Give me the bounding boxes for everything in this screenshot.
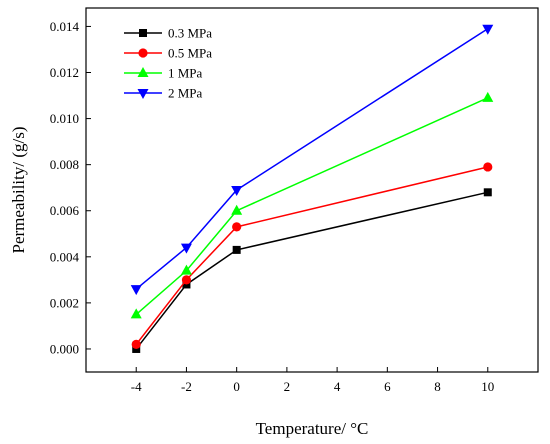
data-point-0-3-mpa [182,280,191,289]
x-tick-label: 6 [384,379,391,394]
y-tick-label: 0.008 [50,157,79,172]
x-tick-label: -4 [131,379,142,394]
y-tick-label: 0.004 [50,249,80,264]
y-axis-title: Permeability/ (g/s) [9,126,28,253]
series-layer [130,24,494,353]
data-point-2-mpa [180,243,192,254]
data-point-1-mpa [180,264,192,275]
legend-marker-1-mpa [137,67,149,77]
legend-label-2-mpa: 2 MPa [168,86,203,101]
x-tick-label: 2 [284,379,291,394]
legend-marker-2-mpa [137,89,149,99]
data-point-0-5-mpa [181,275,192,285]
series-line-0-3-mpa [135,191,488,350]
y-tick-label: 0.000 [50,341,79,356]
y-tick-label: 0.012 [50,65,79,80]
x-tick-label: 4 [334,379,341,394]
legend-label-0-3-mpa: 0.3 MPa [168,26,212,41]
data-point-0-5-mpa [131,339,141,349]
data-point-2-mpa [130,285,142,296]
plot-frame [85,7,539,373]
y-tick-label: 0.006 [50,203,80,218]
legend-marker-0-3-mpa [139,29,147,37]
y-axis-ticks: 0.000 0.002 0.004 0.006 0.008 0.010 0.012 0.014 [50,19,91,356]
data-point-0-5-mpa [483,162,493,172]
x-tick-label: 10 [481,379,494,394]
data-point-1-mpa [231,204,243,215]
data-point-0-3-mpa [232,245,241,254]
data-point-2-mpa [482,24,494,35]
x-tick-label: 0 [233,379,240,394]
y-tick-label: 0.010 [50,111,79,126]
x-axis-ticks: -4 -2 0 2 4 6 8 10 [131,367,494,394]
data-point-0-3-mpa [132,344,141,353]
legend-label-1-mpa: 1 MPa [168,66,203,81]
series-line-1-mpa [135,97,489,315]
legend: 0.3 MPa 0.5 MPa 1 MPa 2 MPa [124,26,212,101]
legend-marker-0-5-mpa [138,48,148,58]
data-point-2-mpa [231,186,243,196]
x-tick-label: -2 [181,379,192,394]
series-line-0-5-mpa [135,166,488,345]
x-tick-label: 8 [434,379,441,394]
y-tick-label: 0.014 [50,19,80,34]
y-tick-label: 0.002 [50,295,79,310]
data-point-0-3-mpa [483,188,492,197]
series-line-2-mpa [135,28,489,290]
data-point-1-mpa [482,91,494,102]
legend-label-0-5-mpa: 0.5 MPa [168,46,212,61]
data-point-0-5-mpa [232,222,242,232]
x-axis-title: Temperature/ °C [256,419,369,438]
data-point-1-mpa [130,308,142,319]
